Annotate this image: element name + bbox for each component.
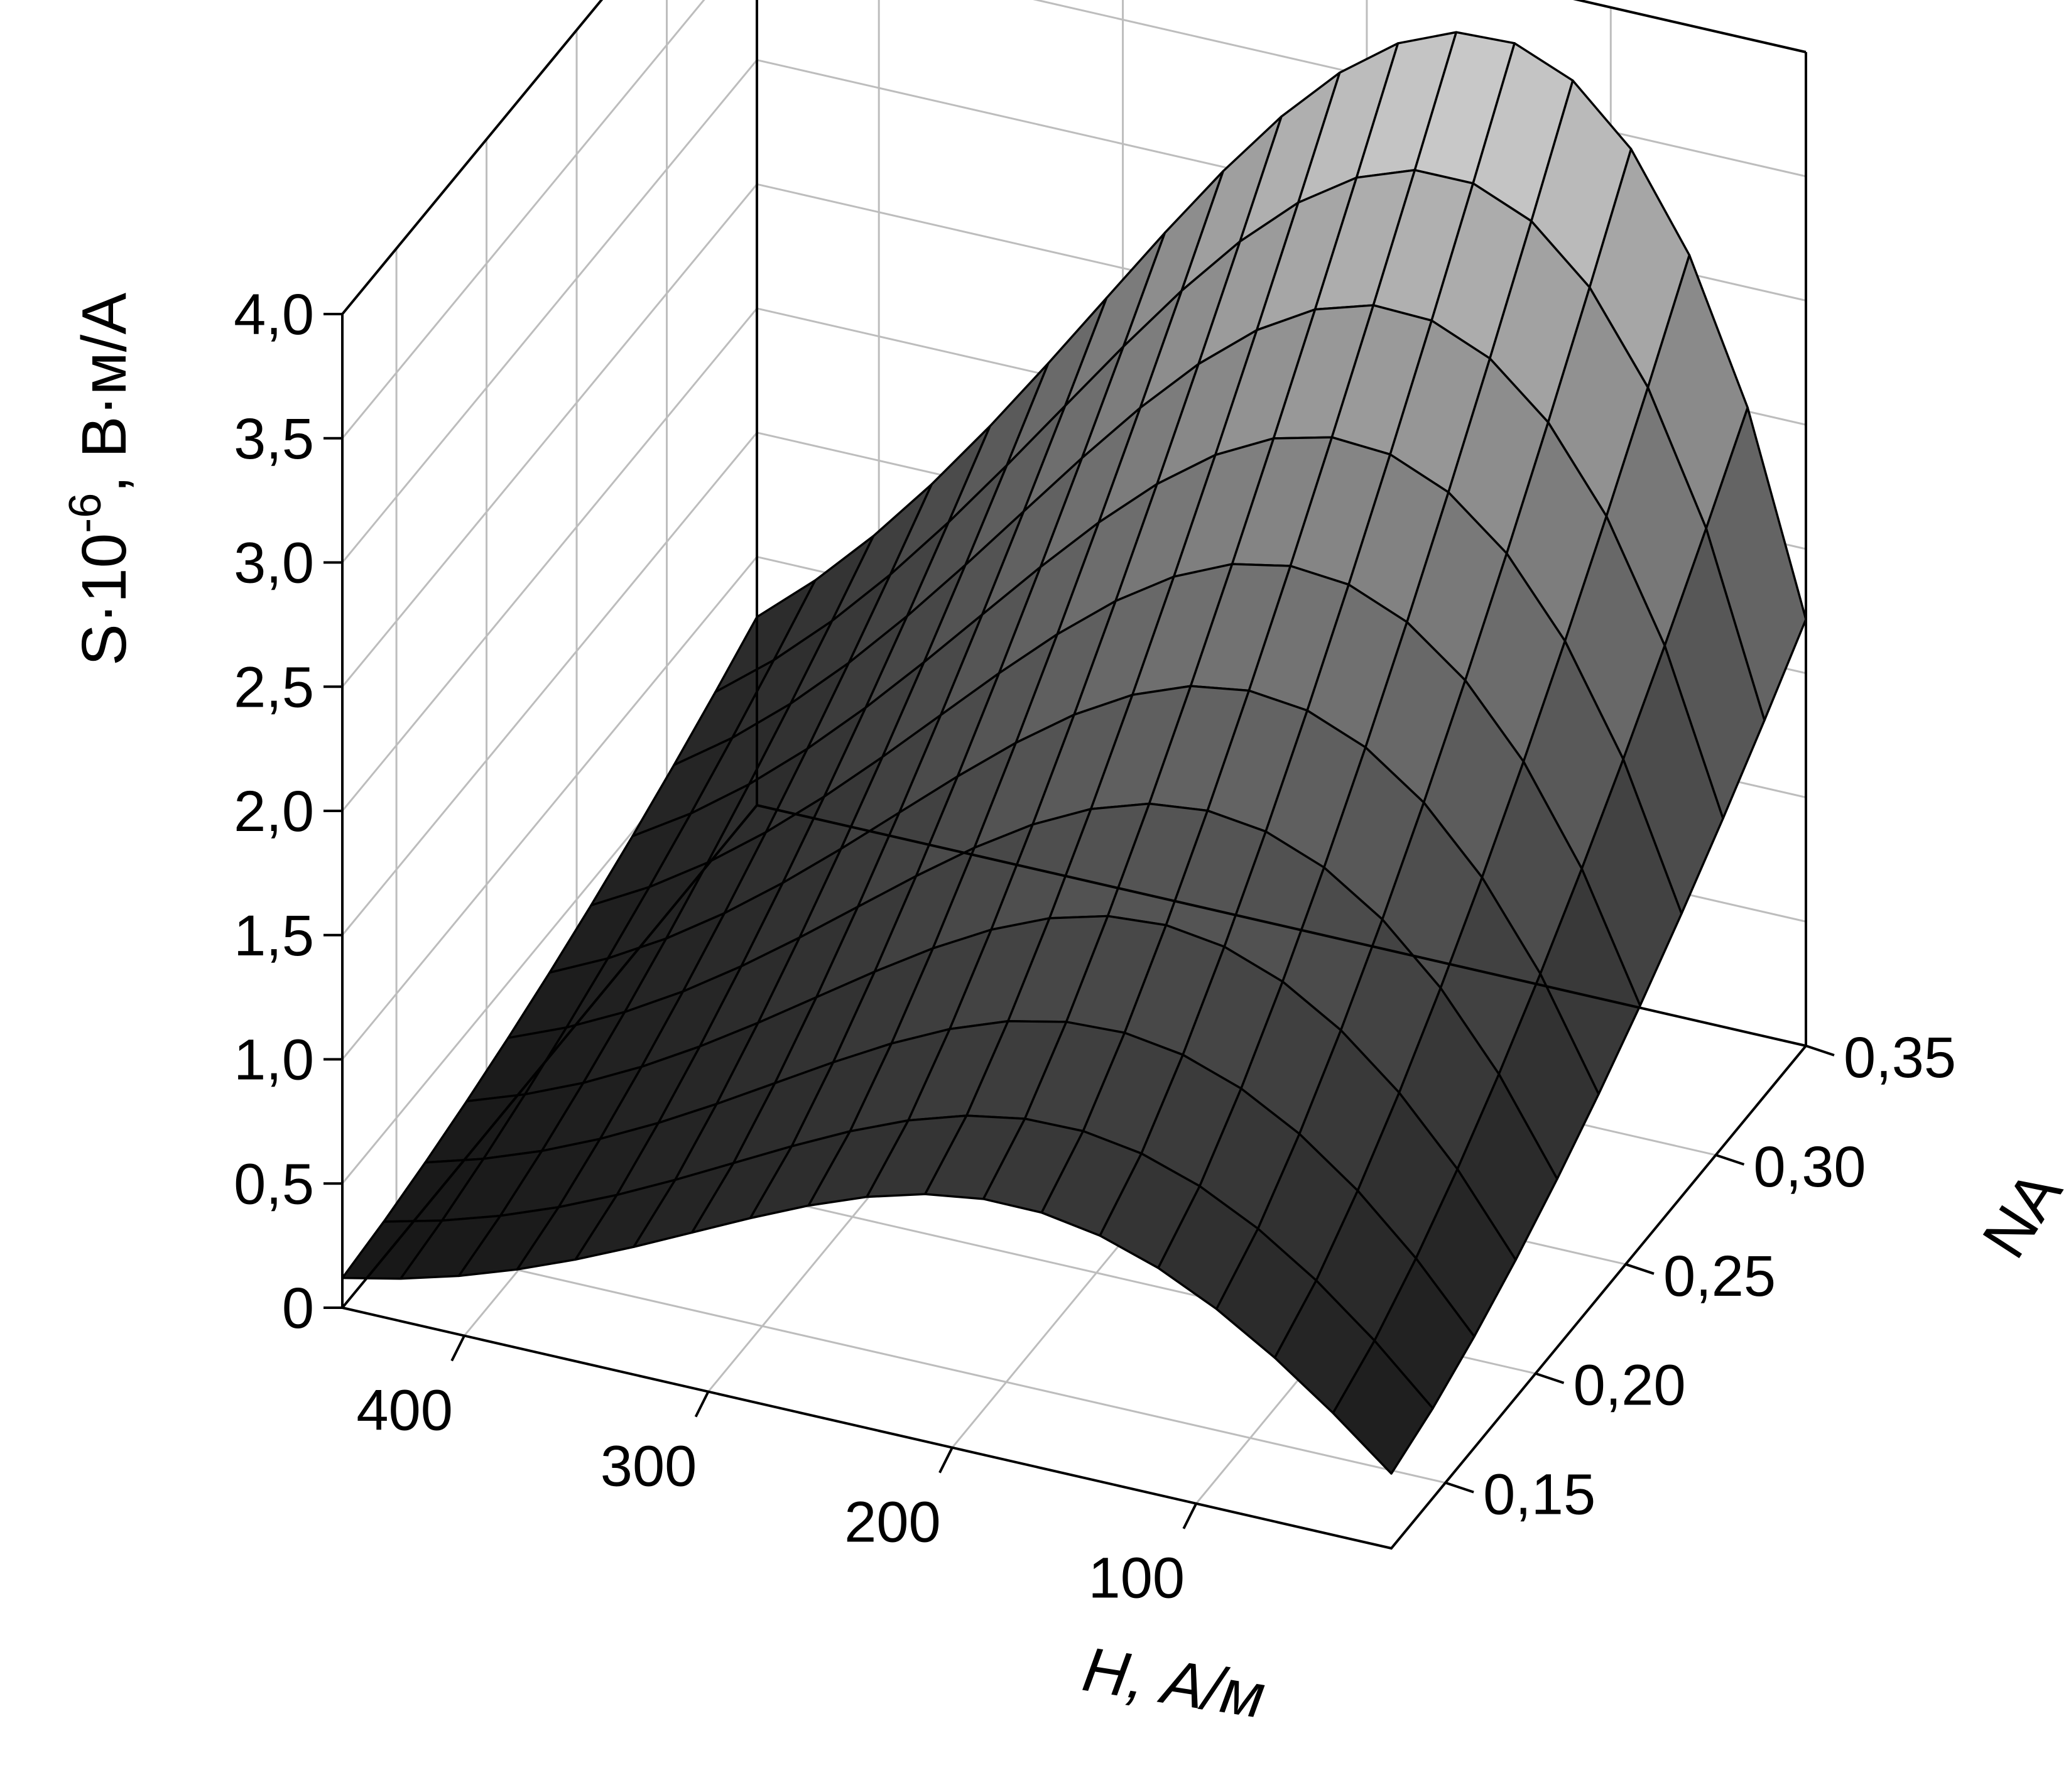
x-tick-mark: [1182, 1502, 1198, 1529]
y-tick-mark: [1535, 1372, 1565, 1384]
frame-floor-front: [341, 52, 1807, 1550]
y-tick-label: 0,15: [1483, 1463, 1595, 1527]
x-tick-label: 300: [601, 1435, 697, 1499]
x-tick-mark: [938, 1447, 954, 1474]
y-tick-label: 0,30: [1754, 1135, 1866, 1199]
y-tick-label: 0,35: [1844, 1026, 1956, 1090]
y-tick-mark: [1715, 1154, 1745, 1166]
z-tick-label: 2,5: [234, 655, 314, 719]
x-tick-label: 100: [1089, 1546, 1185, 1610]
y-tick-mark: [1625, 1263, 1655, 1275]
frame-top: [341, 0, 1807, 315]
z-tick-label: 2,0: [234, 779, 314, 844]
axes-frame: [341, 0, 1807, 1550]
x-tick-mark: [694, 1391, 710, 1418]
y-tick-mark: [1805, 1045, 1835, 1056]
z-tick-label: 1,0: [234, 1028, 314, 1092]
grid-line-na-floor-0: [396, 1241, 1446, 1484]
y-tick-label: 0,20: [1574, 1354, 1686, 1418]
z-axis-title-exponent: -6: [60, 493, 111, 533]
z-tick-label: 3,5: [234, 407, 314, 471]
x-tick-label: 200: [844, 1491, 941, 1555]
z-axis-title: S·10-6, В·м/А: [60, 293, 139, 666]
z-axis-title-unit: , В·м/А: [69, 293, 139, 493]
surface: [341, 31, 1807, 1475]
z-tick-label: 1,5: [234, 904, 314, 968]
y-axis-title: NA: [1969, 1158, 2071, 1270]
z-tick-label: 3,0: [234, 531, 314, 595]
y-tick-mark: [1445, 1481, 1474, 1494]
surface-facet: [1332, 1339, 1434, 1475]
tick-labels: 0 0,5 1,0 1,5 2,0 2,5 3,0 3,5 4,0 400 300 200 100 0,1…: [234, 283, 1956, 1610]
z-tick-label: 4,0: [234, 283, 314, 347]
z-tick-label: 0: [282, 1276, 314, 1340]
y-tick-label: 0,25: [1663, 1244, 1776, 1308]
x-axis-title: H, А/м: [1079, 1634, 1270, 1732]
z-axis-title-main: S·10: [69, 533, 139, 666]
z-tick-label: 0,5: [234, 1152, 314, 1216]
x-tick-label: 400: [356, 1379, 453, 1443]
x-tick-mark: [450, 1335, 465, 1362]
